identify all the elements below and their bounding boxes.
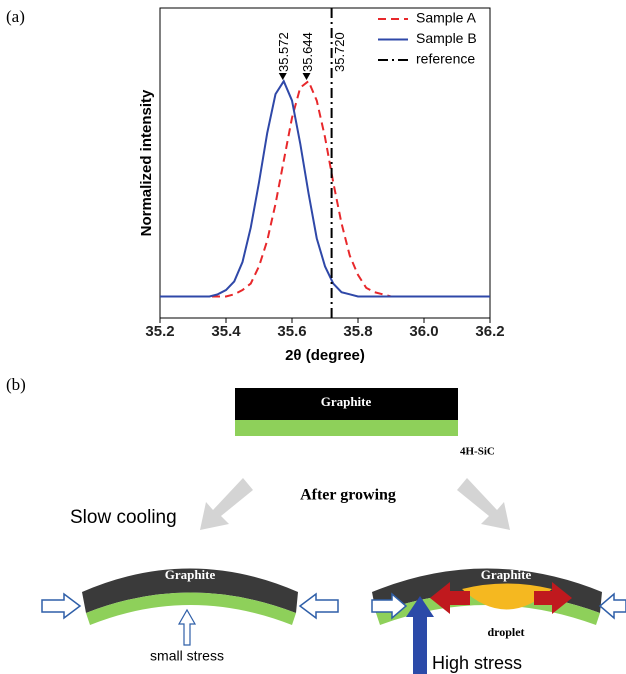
layer-label: 4H-SiC — [460, 446, 495, 458]
plot-frame — [159, 7, 491, 319]
x-tick-label: 36.2 — [475, 323, 504, 340]
x-tick-label: 35.6 — [277, 323, 306, 340]
x-tick-label: 36.0 — [409, 323, 438, 340]
layer-label: Graphite — [321, 394, 372, 409]
x-tick-label: 35.2 — [145, 323, 174, 340]
graphite-layer — [82, 568, 298, 613]
process-label: After growing — [300, 487, 396, 504]
process-arrow — [457, 478, 510, 530]
droplet — [462, 583, 552, 610]
legend-label: reference — [416, 51, 475, 67]
panel-label: (b) — [6, 375, 26, 394]
x-axis-label: 2θ (degree) — [285, 347, 365, 364]
compression-arrow — [298, 592, 339, 620]
series-line — [160, 79, 490, 298]
legend-label: Sample B — [416, 30, 477, 46]
expansion-arrow — [534, 582, 572, 614]
peak-label: 35.644 — [300, 32, 315, 72]
graphite-layer — [235, 388, 458, 420]
sic-layer — [86, 592, 296, 625]
stress-arrow — [406, 596, 434, 674]
series-line — [160, 79, 490, 298]
layer-label: Graphite — [165, 567, 216, 582]
y-axis-label: Normalized intensity — [138, 89, 155, 236]
branch-label: Slow cooling — [70, 507, 177, 528]
legend-label: Sample A — [416, 10, 477, 26]
peak-label: 35.572 — [276, 32, 291, 72]
layer-label: Graphite — [481, 567, 532, 582]
stress-label: High stress — [432, 653, 522, 673]
panel-label: (a) — [6, 7, 25, 26]
stress-arrow — [177, 608, 197, 646]
x-tick-label: 35.8 — [343, 323, 372, 340]
peak-marker — [302, 73, 311, 80]
droplet-label: droplet — [487, 625, 524, 639]
peak-marker — [278, 73, 287, 80]
sic-layer — [235, 420, 458, 436]
stress-label: small stress — [150, 648, 224, 664]
compression-arrow — [41, 592, 82, 620]
process-arrow — [200, 478, 253, 530]
expansion-arrow — [430, 582, 470, 614]
x-tick-label: 35.4 — [211, 323, 241, 340]
peak-label: 35.720 — [332, 32, 347, 72]
compression-arrow — [598, 592, 626, 620]
compression-arrow — [371, 592, 408, 620]
